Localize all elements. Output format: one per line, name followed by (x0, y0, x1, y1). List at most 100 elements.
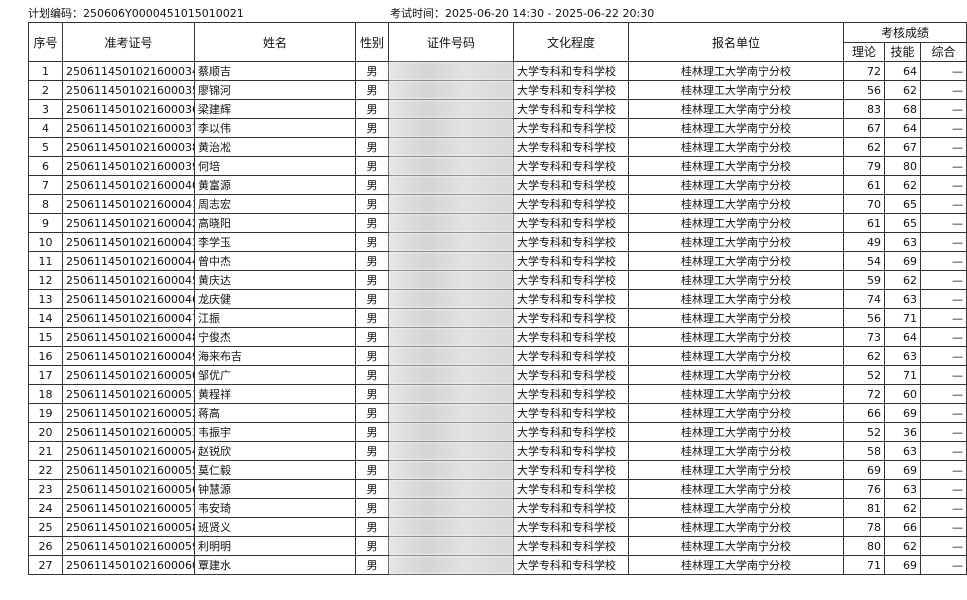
table-row: 10 2506114501021600043 李学玉男 大学专科和专科学校 桂林理工大学… (28, 232, 967, 252)
skill-score: 68 (884, 99, 921, 119)
composite-score: — (919, 99, 967, 119)
composite-score: — (919, 441, 967, 461)
name: 利明明 (194, 536, 356, 556)
unit: 桂林理工大学南宁分校 (628, 289, 844, 309)
composite-score: — (919, 156, 967, 176)
table-row: 19 2506114501021600052 蒋高男 大学专科和专科学校 桂林理工大学南… (28, 403, 967, 423)
education: 大学专科和专科学校 (513, 232, 629, 252)
id-number-redacted (388, 517, 514, 537)
name: 黄程祥 (194, 384, 356, 404)
group-header: 考核成绩 (842, 22, 967, 43)
composite-score: — (919, 251, 967, 271)
exam-id: 2506114501021600040 (62, 175, 195, 195)
skill-score: 63 (884, 441, 921, 461)
id-number-redacted (388, 118, 514, 138)
education: 大学专科和专科学校 (513, 460, 629, 480)
education: 大学专科和专科学校 (513, 61, 629, 81)
theory-score: 52 (843, 422, 885, 442)
unit: 桂林理工大学南宁分校 (628, 460, 844, 480)
name: 李以伟 (194, 118, 356, 138)
gender: 男 (355, 80, 389, 100)
unit: 桂林理工大学南宁分校 (628, 118, 844, 138)
exam-id: 2506114501021600057 (62, 498, 195, 518)
composite-score: — (919, 213, 967, 233)
theory-score: 49 (843, 232, 885, 252)
theory-score: 61 (843, 213, 885, 233)
gender: 男 (355, 460, 389, 480)
exam-id: 2506114501021600049 (62, 346, 195, 366)
exam-id: 2506114501021600056 (62, 479, 195, 499)
unit: 桂林理工大学南宁分校 (628, 213, 844, 233)
theory-score: 79 (843, 156, 885, 176)
composite-score: — (919, 118, 967, 138)
exam-id: 2506114501021600045 (62, 270, 195, 290)
row-number: 3 (28, 99, 63, 119)
theory-score: 74 (843, 289, 885, 309)
skill-score: 63 (884, 346, 921, 366)
row-number: 17 (28, 365, 63, 385)
column-header: 技能 (884, 41, 921, 62)
exam-id: 2506114501021600047 (62, 308, 195, 328)
table-row: 9 2506114501021600042 高晓阳男 大学专科和专科学校 桂林理工大学南… (28, 213, 967, 233)
unit: 桂林理工大学南宁分校 (628, 498, 844, 518)
exam-id: 2506114501021600036 (62, 99, 195, 119)
theory-score: 59 (843, 270, 885, 290)
exam-id: 2506114501021600058 (62, 517, 195, 537)
theory-score: 71 (843, 555, 885, 575)
id-number-redacted (388, 384, 514, 404)
gender: 男 (355, 365, 389, 385)
name: 黄庆达 (194, 270, 356, 290)
exam-id: 2506114501021600052 (62, 403, 195, 423)
gender: 男 (355, 479, 389, 499)
theory-score: 81 (843, 498, 885, 518)
unit: 桂林理工大学南宁分校 (628, 156, 844, 176)
id-number-redacted (388, 422, 514, 442)
gender: 男 (355, 555, 389, 575)
composite-score: — (919, 460, 967, 480)
composite-score: — (919, 270, 967, 290)
education: 大学专科和专科学校 (513, 118, 629, 138)
row-number: 7 (28, 175, 63, 195)
gender: 男 (355, 346, 389, 366)
table-row: 20 2506114501021600053 韦振宇男 大学专科和专科学校 桂林理工大学… (28, 422, 967, 442)
unit: 桂林理工大学南宁分校 (628, 365, 844, 385)
skill-score: 69 (884, 251, 921, 271)
gender: 男 (355, 422, 389, 442)
table-row: 22 2506114501021600055 莫仁毅男 大学专科和专科学校 桂林理工大学… (28, 460, 967, 480)
theory-score: 56 (843, 80, 885, 100)
table-row: 26 2506114501021600059 利明明男 大学专科和专科学校 桂林理工大学… (28, 536, 967, 556)
theory-score: 69 (843, 460, 885, 480)
score-table: 序号 准考证号 姓名 性别 证件号码 文化程度 报名单位 考核成绩 理论 技能 综合 1 250611… (28, 22, 967, 575)
name: 黄治凇 (194, 137, 356, 157)
skill-score: 63 (884, 232, 921, 252)
theory-score: 78 (843, 517, 885, 537)
theory-score: 54 (843, 251, 885, 271)
id-number-redacted (388, 232, 514, 252)
exam-id: 2506114501021600038 (62, 137, 195, 157)
name: 赵锐欣 (194, 441, 356, 461)
theory-score: 73 (843, 327, 885, 347)
theory-score: 62 (843, 137, 885, 157)
unit: 桂林理工大学南宁分校 (628, 270, 844, 290)
skill-score: 36 (884, 422, 921, 442)
table-row: 8 2506114501021600041 周志宏男 大学专科和专科学校 桂林理工大学南… (28, 194, 967, 214)
gender: 男 (355, 517, 389, 537)
composite-score: — (919, 555, 967, 575)
composite-score: — (919, 422, 967, 442)
skill-score: 80 (884, 156, 921, 176)
unit: 桂林理工大学南宁分校 (628, 517, 844, 537)
table-row: 16 2506114501021600049 海来布吉男 大学专科和专科学校 桂林理工大… (28, 346, 967, 366)
education: 大学专科和专科学校 (513, 156, 629, 176)
skill-score: 65 (884, 213, 921, 233)
id-number-redacted (388, 99, 514, 119)
row-number: 9 (28, 213, 63, 233)
skill-score: 66 (884, 517, 921, 537)
name: 江振 (194, 308, 356, 328)
row-number: 25 (28, 517, 63, 537)
composite-score: — (919, 346, 967, 366)
education: 大学专科和专科学校 (513, 517, 629, 537)
row-number: 23 (28, 479, 63, 499)
unit: 桂林理工大学南宁分校 (628, 479, 844, 499)
skill-score: 62 (884, 80, 921, 100)
